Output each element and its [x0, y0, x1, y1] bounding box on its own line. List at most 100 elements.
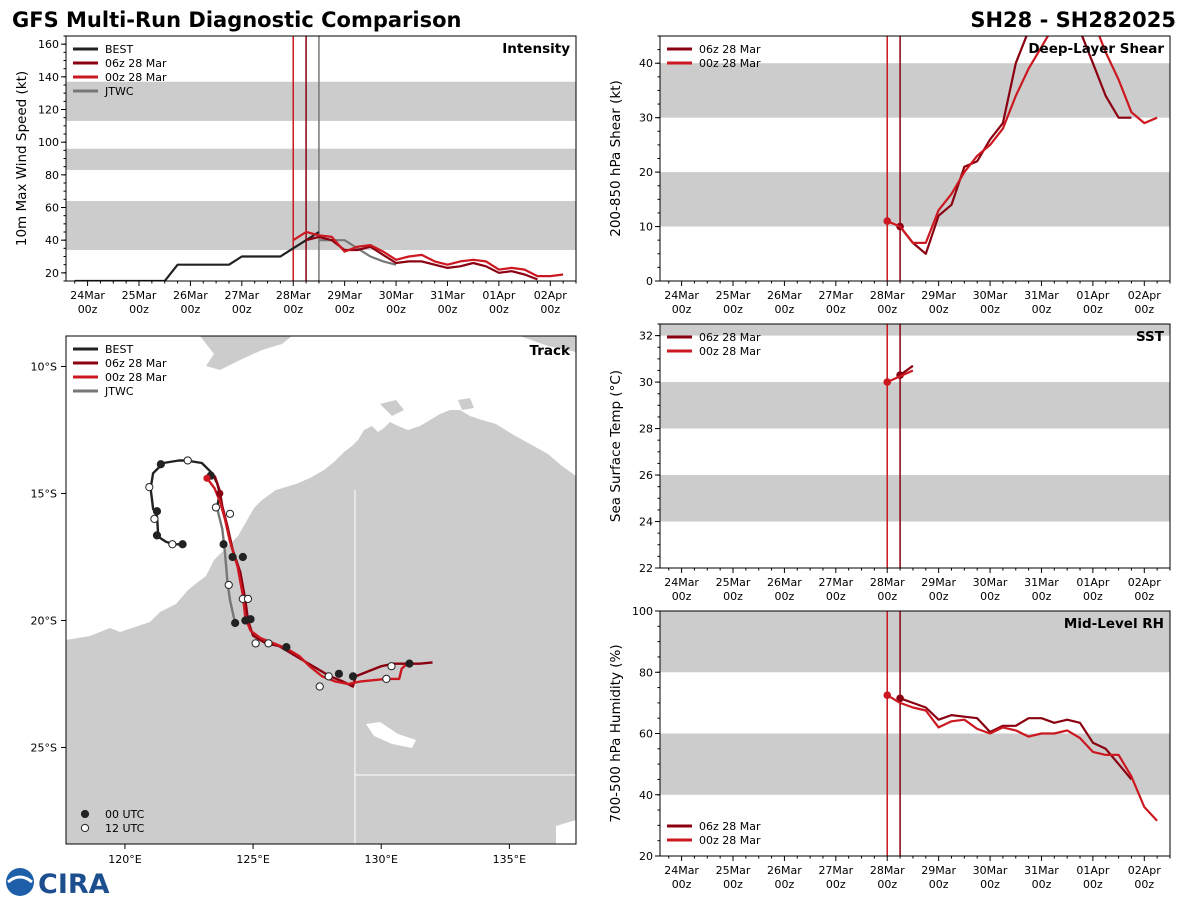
y-tick-label: 20	[639, 850, 653, 863]
x-tick-label-hour: 00z	[1032, 878, 1052, 891]
x-tick-label-date: 01Apr	[482, 289, 516, 302]
y-axis-label: 700-500 hPa Humidity (%)	[608, 644, 624, 822]
y-tick-label: 22	[639, 562, 653, 575]
track-marker-filled	[334, 669, 344, 678]
track-marker-filled	[152, 531, 162, 540]
panel-title: Track	[530, 343, 571, 359]
y-tick-label: 100	[632, 605, 653, 618]
track-marker-open	[251, 639, 260, 648]
cira-logo: CIRA	[6, 868, 110, 900]
lat-tick-label: 20°S	[31, 614, 57, 627]
init-marker-run00	[883, 378, 892, 386]
legend-label-run06: 06z 28 Mar	[699, 331, 761, 344]
x-tick-label-hour: 00z	[1032, 590, 1052, 603]
panel-title: Mid-Level RH	[1064, 616, 1164, 632]
x-tick-label-date: 30Mar	[973, 576, 1008, 589]
panel-rh: 2040608010024Mar00z25Mar00z26Mar00z27Mar…	[608, 605, 1171, 891]
legend-label-run06: 06z 28 Mar	[105, 357, 167, 370]
legend-label-run06: 06z 28 Mar	[699, 43, 761, 56]
init-marker-run00	[883, 217, 892, 225]
x-tick-label-date: 02Apr	[1128, 864, 1162, 877]
x-tick-label-date: 31Mar	[430, 289, 465, 302]
x-tick-label-date: 25Mar	[122, 289, 157, 302]
init-marker-run00	[883, 691, 892, 700]
shaded-band	[66, 81, 576, 121]
y-tick-label: 100	[38, 136, 59, 149]
y-tick-label: 30	[639, 376, 653, 389]
x-tick-label-hour: 00z	[723, 878, 743, 891]
track-marker-open	[315, 682, 324, 691]
y-axis-label: 10m Max Wind Speed (kt)	[14, 71, 30, 246]
legend-label-run00: 00z 28 Mar	[699, 834, 761, 847]
x-tick-label-date: 30Mar	[973, 289, 1008, 302]
x-tick-label-hour: 00z	[181, 303, 201, 316]
y-tick-label: 24	[639, 516, 653, 529]
track-marker-open	[324, 672, 333, 681]
track-marker-filled	[219, 540, 228, 549]
x-tick-label-hour: 00z	[232, 303, 252, 316]
y-tick-label: 40	[45, 234, 59, 247]
track-marker-filled	[178, 540, 187, 549]
x-tick-label-date: 25Mar	[716, 576, 751, 589]
plot-frame	[659, 323, 1171, 569]
init-marker-run06	[896, 694, 904, 703]
track-marker-open	[183, 456, 192, 465]
x-tick-label-date: 26Mar	[173, 289, 208, 302]
x-tick-label-date: 01Apr	[1076, 864, 1110, 877]
x-tick-label-date: 26Mar	[767, 289, 802, 302]
x-tick-label-hour: 00z	[723, 303, 743, 316]
series-line-run06	[899, 36, 1132, 255]
lon-tick-label: 135°E	[493, 853, 526, 866]
track-marker-filled	[282, 643, 291, 652]
legend-label-run00: 00z 28 Mar	[105, 71, 167, 84]
track-marker-filled	[231, 618, 240, 628]
x-tick-label-hour: 00z	[672, 878, 692, 891]
timor-landmass	[200, 336, 292, 370]
legend-marker-label: 00 UTC	[105, 808, 145, 821]
x-tick-label-date: 30Mar	[379, 289, 414, 302]
storm-id: SH28 - SH282025	[970, 8, 1176, 32]
panel-title: Intensity	[502, 41, 570, 57]
shaded-band	[660, 324, 1170, 336]
lat-tick-label: 25°S	[31, 741, 57, 754]
x-tick-label-hour: 00z	[877, 590, 897, 603]
y-tick-label: 160	[38, 38, 59, 51]
y-tick-label: 60	[45, 202, 59, 215]
y-tick-label: 40	[639, 789, 653, 802]
legend-label-run06: 06z 28 Mar	[105, 57, 167, 70]
x-tick-label-date: 26Mar	[767, 864, 802, 877]
x-tick-label-date: 31Mar	[1024, 289, 1059, 302]
plot-area-intensity	[66, 36, 576, 281]
track-plot-area	[145, 456, 433, 691]
y-tick-label: 20	[45, 267, 59, 280]
x-tick-label-date: 01Apr	[1076, 576, 1110, 589]
series-line-run00	[886, 36, 1158, 244]
x-tick-label-date: 27Mar	[818, 576, 853, 589]
x-tick-label-date: 02Apr	[1128, 289, 1162, 302]
lat-tick-label: 15°S	[31, 487, 57, 500]
x-tick-label-hour: 00z	[723, 590, 743, 603]
cira-logo-text: CIRA	[38, 869, 110, 900]
y-tick-label: 120	[38, 104, 59, 117]
shaded-band	[660, 611, 1170, 673]
shaded-band	[660, 382, 1170, 429]
track-marker-filled	[405, 659, 414, 668]
x-tick-label-hour: 00z	[775, 878, 795, 891]
track-marker-open	[225, 509, 235, 518]
series-line-run00	[886, 369, 914, 384]
x-tick-label-date: 27Mar	[818, 289, 853, 302]
track-marker-filled	[156, 460, 165, 469]
x-tick-label-hour: 00z	[877, 303, 897, 316]
y-tick-label: 60	[639, 728, 653, 741]
y-tick-label: 80	[639, 666, 653, 679]
x-tick-label-date: 29Mar	[327, 289, 362, 302]
noaa-logo-icon	[6, 868, 34, 896]
x-tick-label-hour: 00z	[386, 303, 406, 316]
x-tick-label-hour: 00z	[78, 303, 98, 316]
track-marker-open	[243, 594, 253, 603]
x-tick-label-date: 26Mar	[767, 576, 802, 589]
panel-sst: 22242628303224Mar00z25Mar00z26Mar00z27Ma…	[608, 323, 1171, 603]
x-tick-label-date: 29Mar	[921, 576, 956, 589]
x-tick-label-hour: 00z	[1134, 303, 1154, 316]
